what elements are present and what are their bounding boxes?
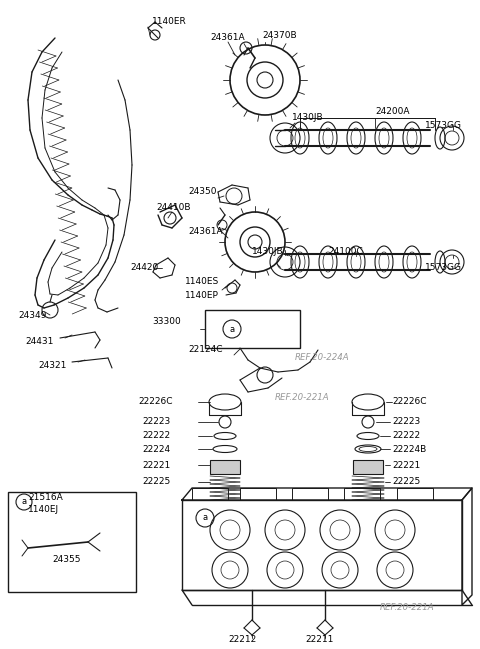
Text: 22223: 22223 (142, 417, 170, 426)
Text: 22124C: 22124C (188, 345, 223, 354)
Text: a: a (203, 513, 207, 522)
Text: 1573GG: 1573GG (425, 121, 462, 130)
Text: 22225: 22225 (142, 478, 170, 487)
Text: 24349: 24349 (18, 310, 47, 319)
Text: 1140EJ: 1140EJ (28, 506, 59, 515)
Text: 1140ER: 1140ER (152, 18, 187, 27)
Text: 24361A: 24361A (188, 228, 223, 236)
Text: 22211: 22211 (305, 635, 334, 644)
Text: 1430JB: 1430JB (292, 114, 324, 123)
Text: 24321: 24321 (38, 360, 66, 369)
Text: 33300: 33300 (152, 317, 181, 326)
Text: 24361A: 24361A (210, 34, 245, 42)
Text: 24350: 24350 (188, 188, 216, 197)
Text: 22221: 22221 (142, 461, 170, 469)
Text: a: a (22, 498, 26, 506)
Bar (292, 488, 328, 500)
Text: REF.20-221A: REF.20-221A (380, 604, 434, 613)
Text: 22212: 22212 (228, 635, 256, 644)
Text: 1573GG: 1573GG (425, 263, 462, 273)
Text: a: a (229, 324, 235, 334)
Text: 24431: 24431 (25, 337, 53, 347)
Bar (210, 460, 240, 474)
Text: REF.20-221A: REF.20-221A (275, 393, 330, 402)
Bar (205, 310, 300, 348)
Text: 1140EP: 1140EP (185, 291, 219, 299)
Bar (192, 488, 228, 500)
Text: 22221: 22221 (392, 461, 420, 469)
Text: 24420: 24420 (130, 263, 158, 273)
Text: 21516A: 21516A (28, 493, 63, 502)
Text: 22222: 22222 (142, 432, 170, 441)
Text: 22226C: 22226C (392, 397, 427, 406)
Text: 24355: 24355 (52, 556, 81, 565)
Text: 22222: 22222 (392, 432, 420, 441)
Text: 22225: 22225 (392, 478, 420, 487)
Text: 24410B: 24410B (156, 202, 191, 212)
Bar (8, 492, 136, 592)
Text: 22224B: 22224B (392, 445, 426, 454)
Bar (397, 488, 433, 500)
Text: 22226C: 22226C (138, 397, 172, 406)
Text: 22223: 22223 (392, 417, 420, 426)
Bar (344, 488, 380, 500)
Bar (240, 488, 276, 500)
Text: 24100C: 24100C (328, 247, 363, 256)
Text: 1140ES: 1140ES (185, 278, 219, 286)
Text: REF.20-224A: REF.20-224A (295, 354, 349, 363)
Text: 24200A: 24200A (375, 108, 409, 117)
Bar (353, 460, 383, 474)
Text: 22224: 22224 (142, 445, 170, 454)
Text: 24370B: 24370B (262, 31, 297, 40)
Text: 1430JB: 1430JB (252, 247, 284, 256)
